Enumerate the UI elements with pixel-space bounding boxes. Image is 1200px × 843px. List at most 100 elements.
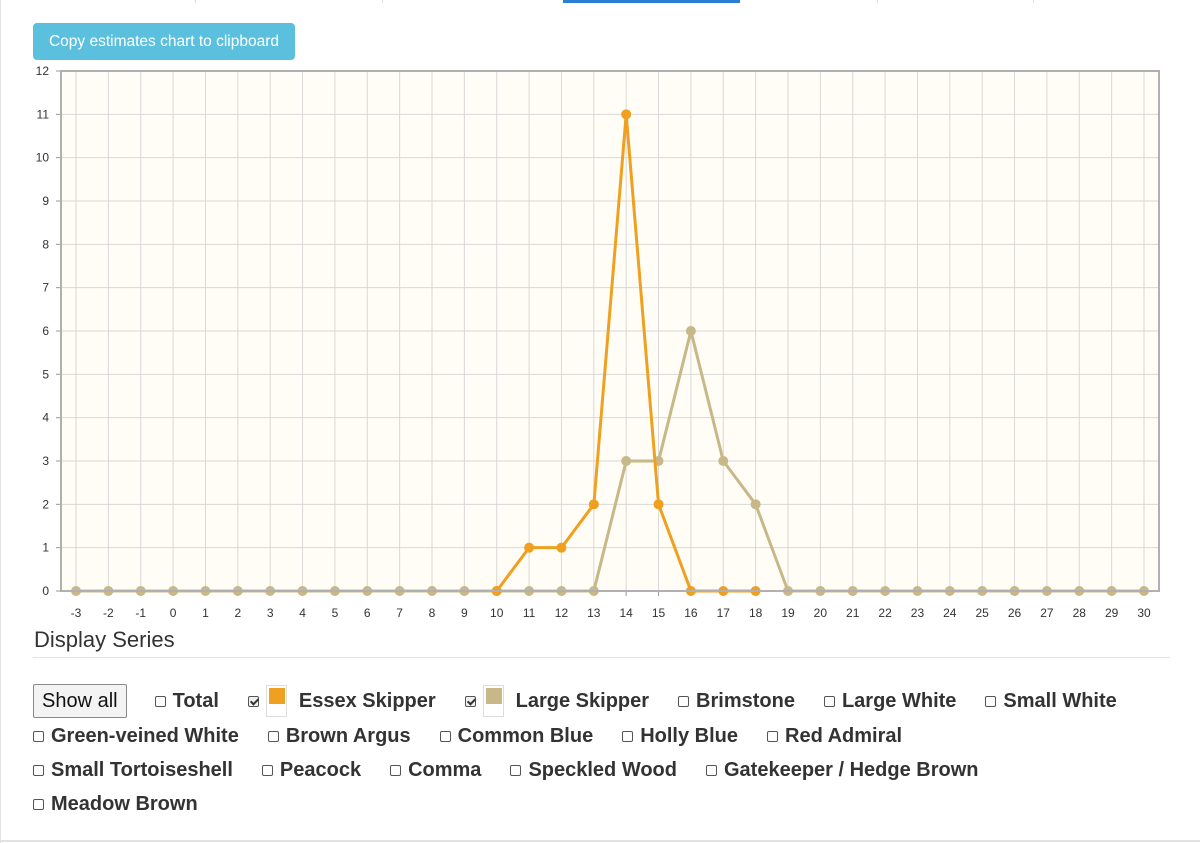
series-toggle-small-tortoiseshell[interactable]: Small Tortoiseshell	[33, 759, 233, 782]
x-tick-label: 4	[299, 606, 306, 620]
series-checkbox[interactable]	[622, 730, 634, 742]
tab-active-indicator[interactable]	[563, 0, 740, 3]
series-row: Show all Total Essex Skipper Large Skipper B…	[33, 684, 1173, 718]
series-toggle-large-white[interactable]: Large White	[823, 690, 956, 713]
series-label: Common Blue	[457, 724, 594, 747]
series-checkbox[interactable]	[154, 695, 166, 707]
series-checkbox[interactable]	[33, 764, 44, 776]
swatch-fill	[268, 688, 285, 704]
y-tick-label: 8	[42, 237, 49, 251]
show-all-button[interactable]: Show all	[33, 684, 127, 718]
series-toggle-total[interactable]: Total	[154, 690, 219, 713]
x-tick-label: 7	[396, 606, 403, 620]
series-label: Meadow Brown	[51, 792, 198, 815]
series-checkbox[interactable]	[267, 730, 279, 742]
series-checkbox[interactable]	[247, 695, 259, 707]
series-toggle-speckled-wood[interactable]: Speckled Wood	[510, 759, 677, 782]
series-checkbox[interactable]	[510, 764, 522, 776]
panel-border-left	[0, 0, 1, 843]
tab-separator	[382, 0, 383, 3]
x-tick-label: 23	[911, 606, 925, 620]
series-checkbox[interactable]	[705, 764, 717, 776]
series-checkbox[interactable]	[985, 695, 997, 707]
x-tick-label: 22	[878, 606, 892, 620]
plot-frame	[60, 70, 1160, 592]
series-checkbox[interactable]	[390, 764, 402, 776]
color-swatch-icon	[482, 685, 504, 717]
x-axis: -3 -2 -1 0 1 2 3 4 5 6 7 8 9 10 11 12 13 14 15 16 17 18 19 20 21…	[71, 591, 1151, 620]
x-tick-label: 29	[1105, 606, 1119, 620]
y-tick-label: 0	[42, 584, 49, 598]
series-toggle-red-admiral[interactable]: Red Admiral	[767, 725, 902, 748]
series-row: Meadow Brown	[33, 787, 1173, 821]
x-tick-label: 0	[170, 606, 177, 620]
x-tick-label: 13	[587, 606, 601, 620]
series-checkbox[interactable]	[439, 730, 451, 742]
series-toggle-holly-blue[interactable]: Holly Blue	[622, 725, 738, 748]
x-tick-label: 28	[1073, 606, 1087, 620]
data-point[interactable]	[750, 499, 761, 510]
x-tick-label: 3	[267, 606, 274, 620]
data-point[interactable]	[588, 499, 599, 510]
series-toggle-gatekeeper-hedge-brown[interactable]: Gatekeeper / Hedge Brown	[705, 758, 979, 782]
series-checkbox[interactable]	[767, 730, 778, 742]
series-label: Speckled Wood	[528, 758, 677, 781]
x-tick-label: 17	[717, 606, 731, 620]
series-checkbox[interactable]	[678, 695, 690, 707]
x-tick-label: 16	[684, 606, 698, 620]
y-tick-label: 2	[42, 497, 49, 511]
series-toggle-peacock[interactable]: Peacock	[261, 759, 361, 782]
series-label: Large Skipper	[515, 689, 650, 712]
series-toggle-common-blue[interactable]: Common Blue	[439, 724, 594, 748]
x-tick-label: 10	[490, 606, 504, 620]
series-checkbox[interactable]	[33, 730, 44, 742]
series-label: Comma	[408, 758, 482, 781]
data-point[interactable]	[524, 542, 535, 553]
x-tick-label: 5	[332, 606, 339, 620]
tab-bar	[0, 0, 1200, 3]
y-tick-label: 5	[42, 367, 49, 381]
y-tick-label: 9	[42, 194, 49, 208]
data-point[interactable]	[685, 326, 696, 336]
series-toggle-list: Show all Total Essex Skipper Large Skipper B…	[33, 684, 1173, 821]
x-tick-label: 6	[364, 606, 371, 620]
series-toggle-small-white[interactable]: Small White	[985, 690, 1117, 713]
series-label: Brown Argus	[285, 724, 411, 747]
series-checkbox[interactable]	[261, 764, 273, 776]
x-tick-label: 19	[781, 606, 795, 620]
x-tick-label: 14	[620, 606, 634, 620]
x-tick-label: 1	[202, 606, 209, 620]
tab-separator	[195, 0, 196, 3]
x-tick-label: 2	[234, 606, 241, 620]
tab-separator	[877, 0, 878, 3]
series-checkbox[interactable]	[33, 798, 44, 810]
series-toggle-brimstone[interactable]: Brimstone	[678, 690, 795, 713]
y-tick-label: 3	[42, 454, 49, 468]
data-point[interactable]	[621, 109, 632, 120]
series-toggle-meadow-brown[interactable]: Meadow Brown	[33, 793, 198, 816]
copy-chart-button[interactable]: Copy estimates chart to clipboard	[33, 23, 295, 60]
x-tick-label: 21	[846, 606, 860, 620]
y-tick-label: 1	[42, 541, 49, 555]
x-tick-label: 18	[749, 606, 763, 620]
series-label: Essex Skipper	[298, 689, 436, 712]
series-label: Gatekeeper / Hedge Brown	[723, 758, 979, 781]
data-point[interactable]	[653, 499, 664, 510]
series-toggle-green-veined-white[interactable]: Green-veined White	[33, 725, 239, 748]
series-toggle-brown-argus[interactable]: Brown Argus	[267, 724, 411, 748]
data-point[interactable]	[718, 456, 729, 466]
series-checkbox[interactable]	[464, 695, 476, 707]
series-checkbox[interactable]	[823, 695, 835, 707]
x-tick-label: 24	[943, 606, 957, 620]
x-tick-label: 25	[976, 606, 990, 620]
series-row: Green-veined White Brown Argus Common Blue…	[33, 719, 1173, 753]
series-toggle-comma[interactable]: Comma	[390, 759, 481, 782]
data-point[interactable]	[556, 542, 567, 553]
x-tick-label: 27	[1040, 606, 1054, 620]
data-point[interactable]	[621, 456, 632, 466]
series-toggle-essex-skipper[interactable]: Essex Skipper	[247, 685, 436, 717]
series-toggle-large-skipper[interactable]: Large Skipper	[464, 685, 650, 717]
y-tick-label: 6	[42, 324, 49, 338]
x-tick-label: 30	[1137, 606, 1151, 620]
